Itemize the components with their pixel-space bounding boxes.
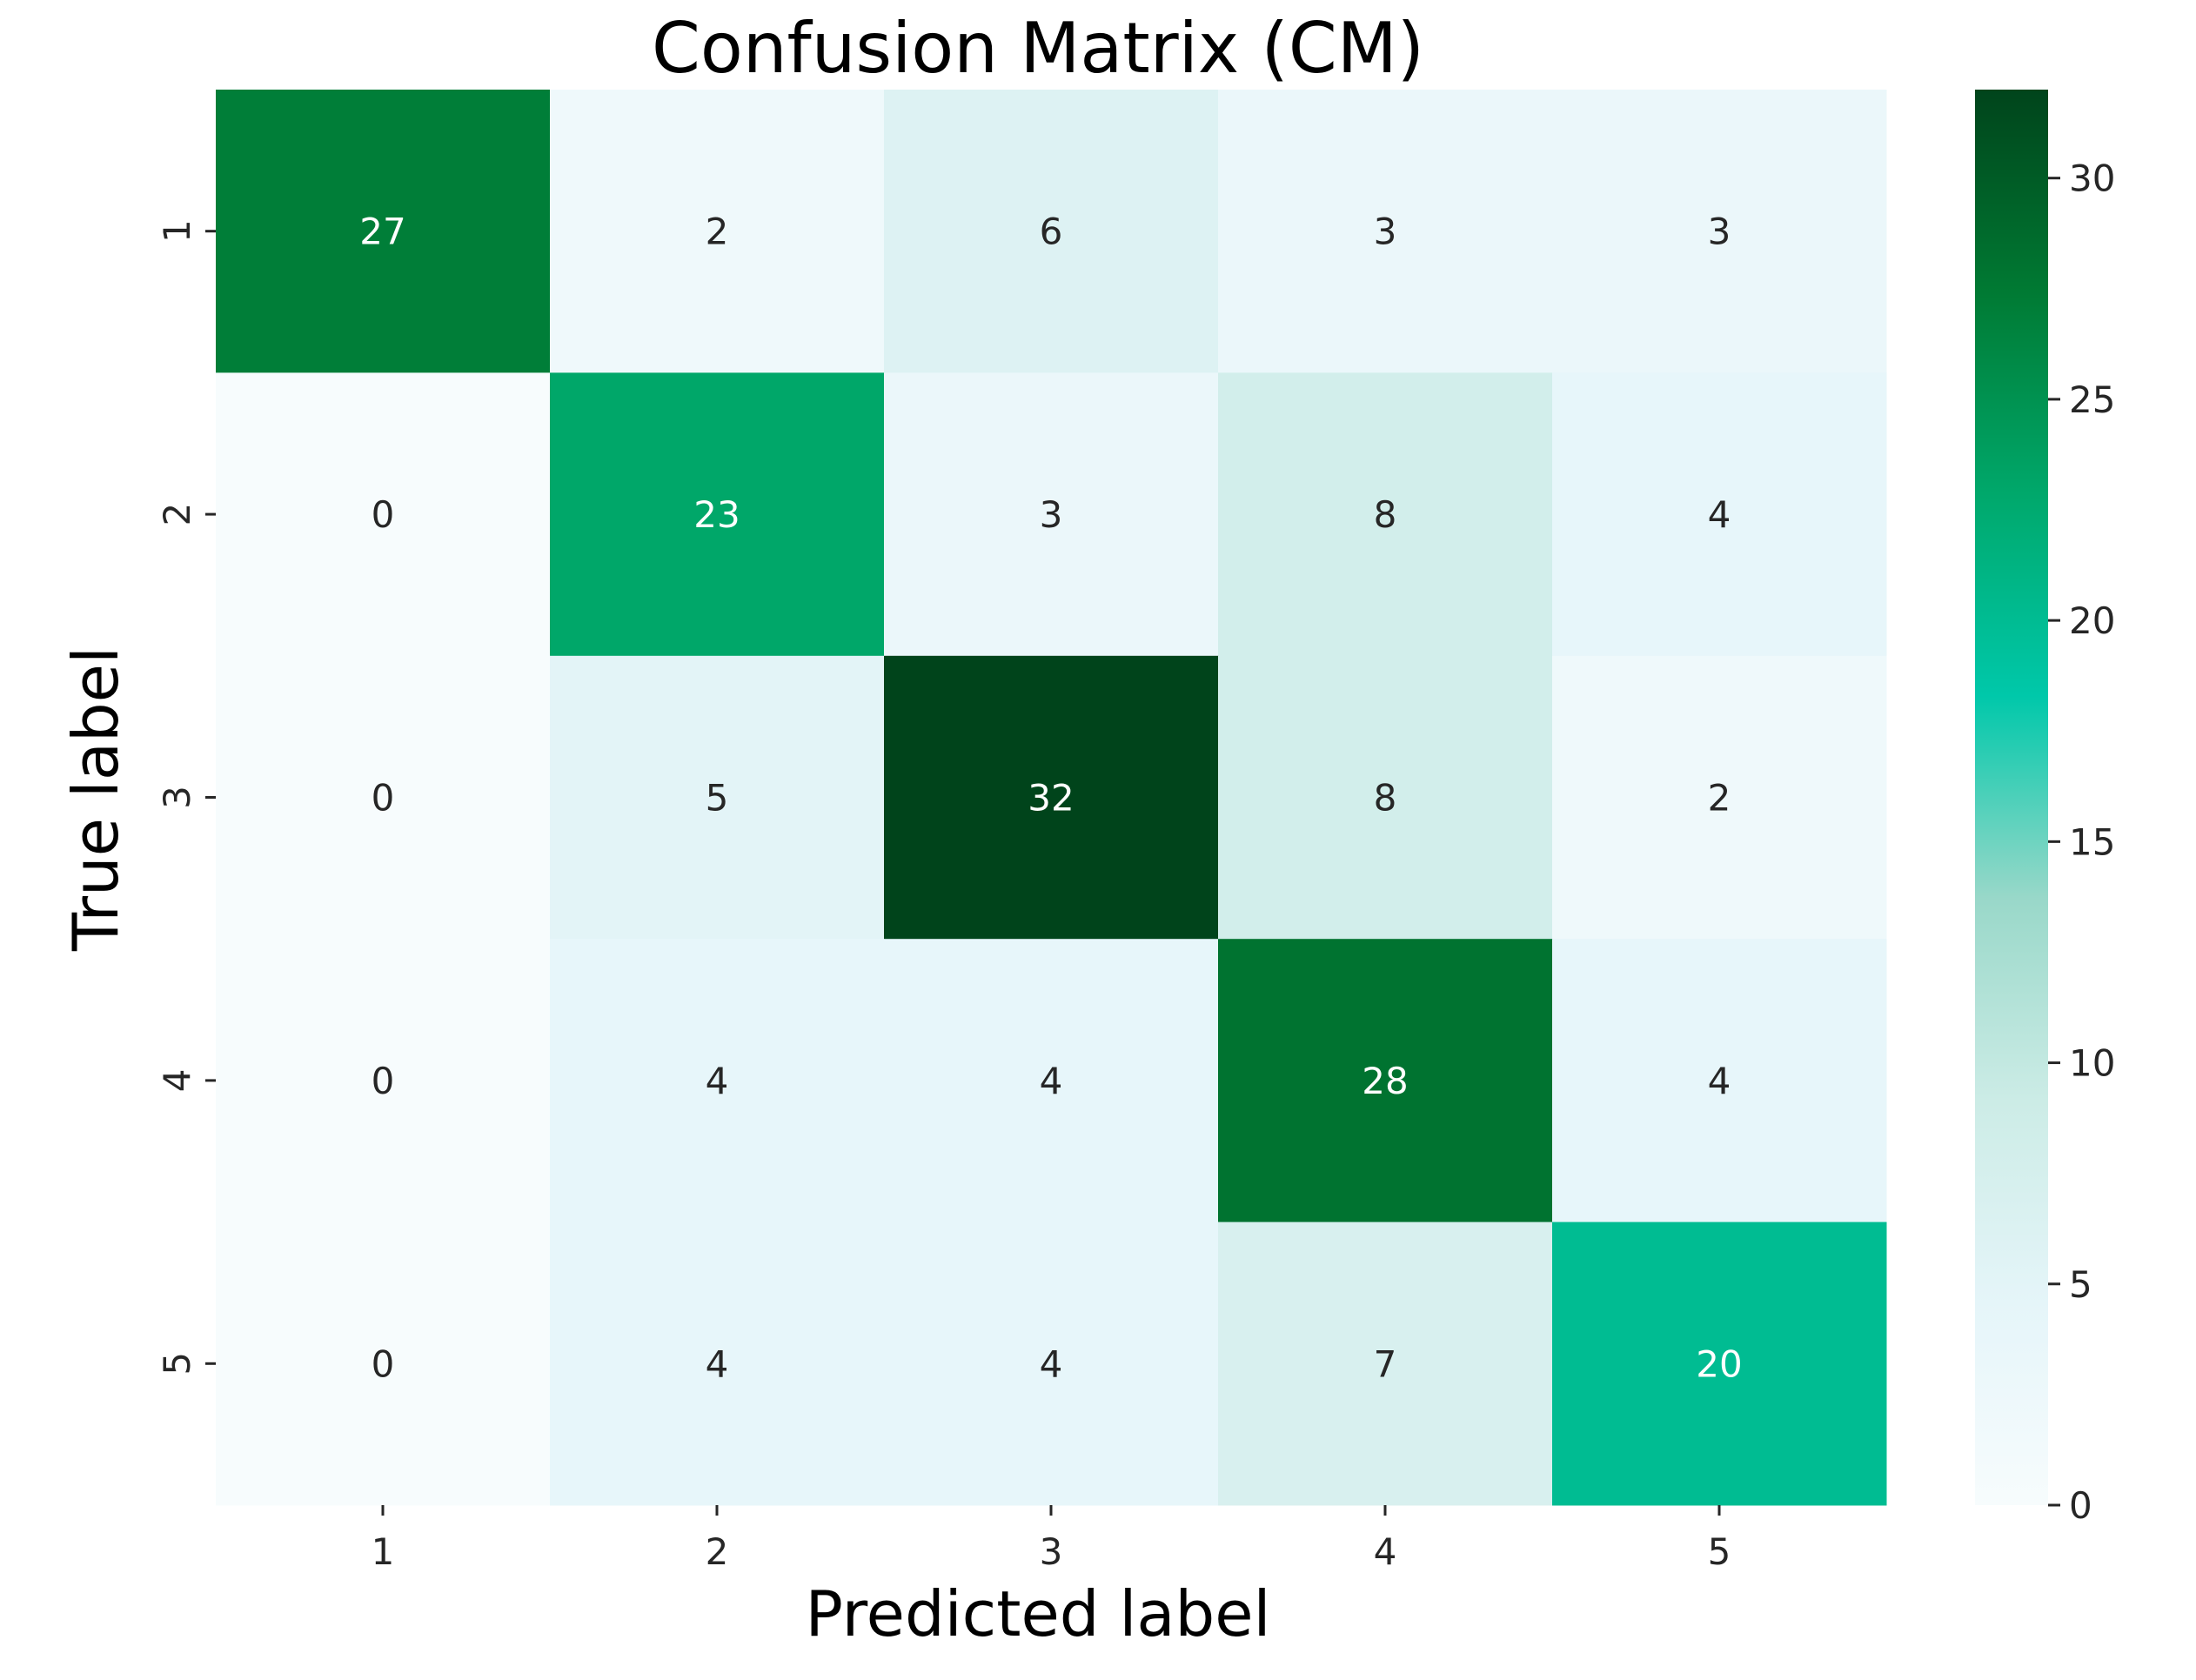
heatmap-cell-r1-c4 <box>1218 90 1553 373</box>
x-axis-ticks: 1 2 3 4 5 <box>372 1505 1731 1573</box>
cell-value-label: 4 <box>1708 493 1731 536</box>
cell-value-label: 0 <box>372 493 395 536</box>
x-tick-label: 1 <box>372 1530 395 1573</box>
heatmap-cell-r4-c5 <box>1552 939 1887 1223</box>
heatmap-cell-r3-c1 <box>216 655 551 940</box>
heatmap-cell-r4-c3 <box>884 939 1219 1223</box>
heatmap-grid <box>216 90 1887 1506</box>
heatmap-cell-r3-c5 <box>1552 655 1887 940</box>
heatmap-cell-r2-c2 <box>550 372 885 657</box>
cell-value-label: 8 <box>1374 493 1397 536</box>
x-tick-label: 4 <box>1374 1530 1397 1573</box>
cell-value-label: 0 <box>372 777 395 820</box>
heatmap-cell-r2-c3 <box>884 372 1219 657</box>
cell-value-label: 0 <box>372 1060 395 1102</box>
colorbar-tick-label: 0 <box>2069 1484 2092 1527</box>
cell-value-label: 5 <box>706 777 729 820</box>
heatmap-cell-r2-c5 <box>1552 372 1887 657</box>
y-tick-label: 1 <box>156 219 198 243</box>
cell-labels: 27 2 6 3 30 23 3 8 40 5 32 8 20 4 4 28 40 4 4 7 20 <box>359 211 1742 1386</box>
colorbar-tick-label: 30 <box>2069 157 2115 200</box>
cell-value-label: 2 <box>1708 777 1731 820</box>
colorbar-ticks: 0 5 10 15 20 25 30 <box>2048 157 2115 1527</box>
cell-value-label: 4 <box>706 1342 729 1385</box>
colorbar <box>1975 90 2048 1505</box>
cell-value-label: 32 <box>1028 777 1074 820</box>
heatmap-cell-r1-c5 <box>1552 90 1887 373</box>
y-tick-label: 2 <box>156 503 198 526</box>
y-tick-label: 4 <box>156 1069 198 1093</box>
heatmap-cell-r3-c2 <box>550 655 885 940</box>
cell-value-label: 0 <box>372 1342 395 1385</box>
cell-value-label: 27 <box>359 211 405 253</box>
cell-value-label: 28 <box>1362 1060 1408 1102</box>
heatmap-cell-r5-c1 <box>216 1222 551 1506</box>
cell-value-label: 23 <box>693 493 740 536</box>
heatmap-cell-r4-c4 <box>1218 939 1553 1223</box>
y-axis-ticks: 1 2 3 4 5 <box>156 219 216 1375</box>
colorbar-tick-label: 20 <box>2069 599 2115 642</box>
x-tick-label: 3 <box>1040 1530 1063 1573</box>
heatmap-cell-r1-c2 <box>550 90 885 373</box>
heatmap-cell-r1-c3 <box>884 90 1219 373</box>
cell-value-label: 4 <box>1708 1060 1731 1102</box>
y-axis-label: True label <box>59 646 132 952</box>
x-tick-label: 5 <box>1708 1530 1731 1573</box>
heatmap-cell-r5-c4 <box>1218 1222 1553 1506</box>
cell-value-label: 4 <box>1040 1342 1063 1385</box>
heatmap-cell-r3-c4 <box>1218 655 1553 940</box>
heatmap-cell-r1-c1 <box>216 90 551 373</box>
heatmap-cell-r2-c4 <box>1218 372 1553 657</box>
cell-value-label: 4 <box>706 1060 729 1102</box>
cell-value-label: 3 <box>1374 211 1397 253</box>
heatmap-cell-r3-c3 <box>884 655 1219 940</box>
heatmap-cell-r2-c1 <box>216 372 551 657</box>
y-tick-label: 5 <box>156 1352 198 1375</box>
cell-value-label: 20 <box>1696 1342 1742 1385</box>
x-tick-label: 2 <box>706 1530 729 1573</box>
cell-value-label: 2 <box>706 211 729 253</box>
x-axis-label: Predicted label <box>805 1577 1270 1650</box>
colorbar-tick-label: 10 <box>2069 1042 2115 1085</box>
heatmap-cell-r5-c2 <box>550 1222 885 1506</box>
heatmap-cell-r4-c1 <box>216 939 551 1223</box>
cell-value-label: 4 <box>1040 1060 1063 1102</box>
cell-value-label: 7 <box>1374 1342 1397 1385</box>
colorbar-tick-label: 5 <box>2069 1263 2092 1306</box>
colorbar-tick-label: 25 <box>2069 378 2115 421</box>
cell-value-label: 3 <box>1708 211 1731 253</box>
cell-value-label: 3 <box>1040 493 1063 536</box>
cell-value-label: 8 <box>1374 777 1397 820</box>
y-tick-label: 3 <box>156 786 198 809</box>
chart-title: Confusion Matrix (CM) <box>652 8 1424 89</box>
colorbar-tick-label: 15 <box>2069 820 2115 863</box>
cell-value-label: 6 <box>1040 211 1063 253</box>
heatmap-cell-r4-c2 <box>550 939 885 1223</box>
heatmap-cell-r5-c3 <box>884 1222 1219 1506</box>
heatmap-cell-r5-c5 <box>1552 1222 1887 1506</box>
